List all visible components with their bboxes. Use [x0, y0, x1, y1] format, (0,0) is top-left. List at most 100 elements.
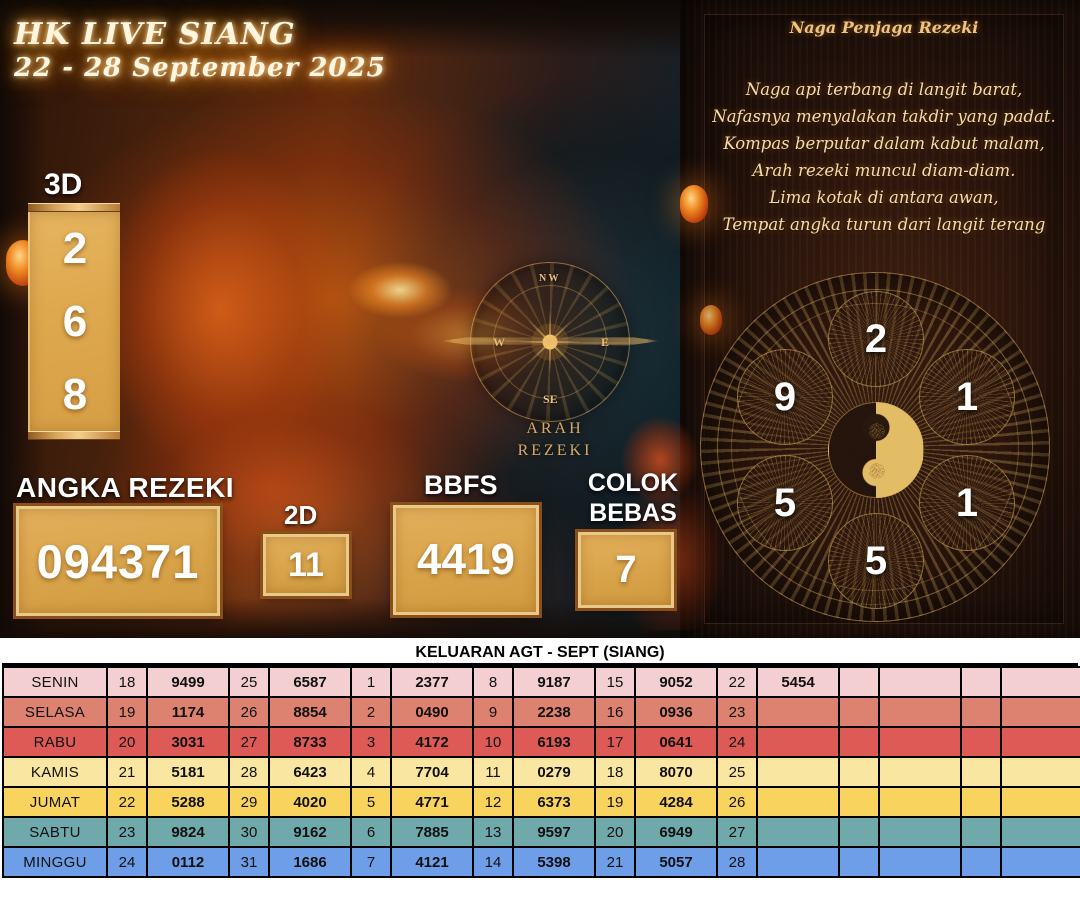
table-cell-result: 5181: [146, 756, 230, 788]
table-cell-result: 8733: [268, 726, 352, 758]
compass-label-nw: N W: [539, 273, 559, 284]
table-cell-day: SENIN: [2, 666, 108, 698]
table-cell-result: 9499: [146, 666, 230, 698]
table-cell-day: MINGGU: [2, 846, 108, 878]
label-angka-rezeki: ANGKA REZEKI: [16, 472, 235, 503]
table-cell-date: [838, 696, 880, 728]
table-cell-date: 20: [594, 816, 636, 848]
poster-title: HK LIVE SIANG 22 - 28 September 2025: [14, 18, 386, 84]
table-cell-result: 5057: [634, 846, 718, 878]
plaque-colok-bebas: 7: [575, 529, 677, 611]
table-cell-date: 19: [106, 696, 148, 728]
table-cell-result: [1000, 726, 1080, 758]
label-bbfs: BBFS: [424, 470, 498, 500]
mandala-node-upper-right: 1: [919, 349, 1015, 445]
table-cell-date: 12: [472, 786, 514, 818]
table-cell-date: 29: [228, 786, 270, 818]
table-cell-result: 2238: [512, 696, 596, 728]
table-cell-result: [878, 756, 962, 788]
scroll-bottom-bar: [28, 431, 120, 440]
poem-line: Nafasnya menyalakan takdir yang padat.: [712, 107, 1056, 126]
table-cell-result: 2377: [390, 666, 474, 698]
table-cell-day: KAMIS: [2, 756, 108, 788]
results-table-body: SENIN 18 9499 25 6587 1 2377 8 9187 15 9052 22 5454 S…: [2, 666, 1080, 878]
table-cell-date: [838, 756, 880, 788]
poem-line: Tempat angka turun dari langit terang: [722, 215, 1046, 234]
table-cell-date: 13: [472, 816, 514, 848]
table-cell-result: [756, 696, 840, 728]
poem-line: Arah rezeki muncul diam-diam.: [752, 161, 1016, 180]
table-cell-date: 24: [106, 846, 148, 878]
table-cell-date: 21: [594, 846, 636, 878]
table-cell-date: [960, 696, 1002, 728]
yin-yang-icon: [828, 402, 924, 498]
label-2d: 2D: [284, 500, 318, 530]
mandala-node-lower-right: 1: [919, 455, 1015, 551]
table-cell-date: [960, 726, 1002, 758]
table-cell-result: 6193: [512, 726, 596, 758]
table-row: RABU 20 3031 27 8733 3 4172 10 6193 17 0641 24: [2, 726, 1080, 758]
table-cell-date: 23: [106, 816, 148, 848]
table-cell-result: 9187: [512, 666, 596, 698]
table-cell-date: 11: [472, 756, 514, 788]
label-colok-bebas-line2: BEBAS: [589, 499, 677, 527]
table-cell-day: SELASA: [2, 696, 108, 728]
table-cell-result: 9052: [634, 666, 718, 698]
table-cell-date: 18: [594, 756, 636, 788]
table-cell-result: [1000, 666, 1080, 698]
label-colok-bebas-line1: COLOK: [587, 469, 679, 497]
table-cell-result: 0112: [146, 846, 230, 878]
table-cell-result: 6949: [634, 816, 718, 848]
results-table-title: KELUARAN AGT - SEPT (SIANG): [2, 640, 1078, 666]
value-2d: 11: [288, 545, 324, 584]
table-cell-date: 28: [716, 846, 758, 878]
table-cell-result: 9162: [268, 816, 352, 848]
table-cell-result: 8854: [268, 696, 352, 728]
table-cell-date: [838, 846, 880, 878]
mandala-node-upper-left: 9: [737, 349, 833, 445]
plaque-bbfs: 4419: [390, 502, 542, 618]
table-cell-date: 4: [350, 756, 392, 788]
table-cell-result: 9597: [512, 816, 596, 848]
table-cell-date: 30: [228, 816, 270, 848]
table-cell-date: [960, 846, 1002, 878]
table-cell-date: [838, 816, 880, 848]
table-cell-day: SABTU: [2, 816, 108, 848]
table-cell-result: [1000, 816, 1080, 848]
mandala-number: 9: [773, 374, 797, 419]
table-cell-date: 25: [716, 756, 758, 788]
poem-line: Lima kotak di antara awan,: [769, 188, 999, 207]
digit-3d-3: 8: [62, 369, 88, 419]
value-colok-bebas: 7: [615, 548, 637, 591]
mandala-node-bottom: 5: [828, 513, 924, 609]
digit-3d-2: 6: [62, 296, 88, 346]
table-cell-result: [1000, 846, 1080, 878]
table-cell-result: 8070: [634, 756, 718, 788]
table-cell-date: [960, 786, 1002, 818]
table-cell-result: [1000, 696, 1080, 728]
table-cell-day: RABU: [2, 726, 108, 758]
table-cell-result: [756, 786, 840, 818]
table-cell-date: 23: [716, 696, 758, 728]
table-cell-result: [756, 756, 840, 788]
table-cell-result: [1000, 756, 1080, 788]
table-cell-date: [838, 726, 880, 758]
table-cell-date: 1: [350, 666, 392, 698]
table-cell-date: 20: [106, 726, 148, 758]
compass-caption-line1: ARAH: [526, 420, 584, 437]
table-cell-date: 21: [106, 756, 148, 788]
label-3d: 3D: [44, 168, 83, 201]
table-cell-date: 3: [350, 726, 392, 758]
mandala-wheel: 2 1 1 5 5 9: [700, 272, 1050, 622]
table-cell-result: 4771: [390, 786, 474, 818]
table-row: KAMIS 21 5181 28 6423 4 7704 11 0279 18 8070 25: [2, 756, 1080, 788]
table-cell-result: 4020: [268, 786, 352, 818]
table-cell-result: 6373: [512, 786, 596, 818]
mandala-node-lower-left: 5: [737, 455, 833, 551]
poem-line: Naga api terbang di langit barat,: [745, 80, 1023, 99]
table-cell-result: 0641: [634, 726, 718, 758]
table-cell-result: 5288: [146, 786, 230, 818]
table-cell-result: 9824: [146, 816, 230, 848]
table-cell-result: 4284: [634, 786, 718, 818]
